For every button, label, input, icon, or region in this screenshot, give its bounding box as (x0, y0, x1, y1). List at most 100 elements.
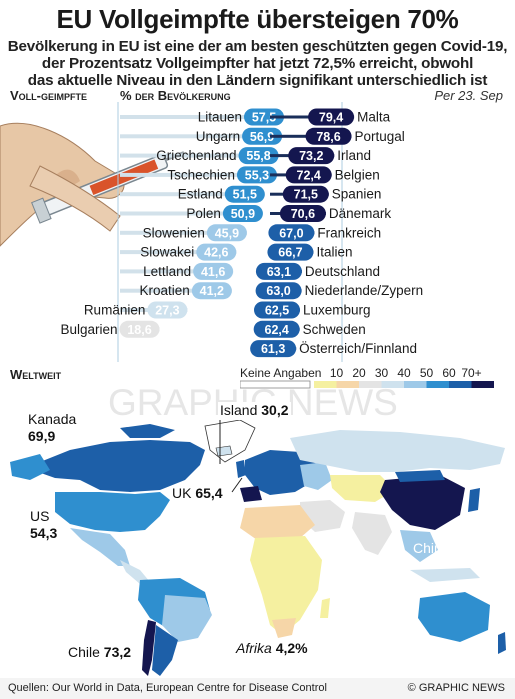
eu-value-pill (267, 243, 314, 261)
map-eastern-europe (300, 462, 332, 490)
legend-swatch-no-data (240, 380, 311, 389)
map-canada (38, 440, 205, 492)
eu-bar-left (120, 153, 279, 158)
footer-source: Quellen: Our World in Data, European Cen… (8, 682, 327, 694)
eu-country-label: Ungarn (196, 129, 240, 144)
eu-value-label: 61,3 (261, 342, 285, 356)
eu-value-pill (255, 282, 302, 300)
eu-value-label: 79,4 (319, 111, 343, 125)
callout-china-name: China (413, 540, 450, 556)
callout-island-value: 30,2 (261, 402, 289, 418)
eu-country-label: Deutschland (305, 264, 380, 279)
eu-value-pill (191, 282, 232, 300)
eu-value-pill (308, 108, 355, 126)
callout-africa: Afrika 4,2% (236, 640, 308, 656)
eu-country-label: Portugal (355, 129, 405, 144)
eu-value-pill (279, 205, 326, 222)
map-southeast-asia (400, 530, 438, 562)
eu-value-label: 18,6 (127, 323, 151, 337)
eu-value-label: 41,6 (201, 265, 225, 279)
legend-tick-label: 60 (442, 366, 456, 380)
eu-value-pill (255, 262, 302, 280)
eu-bar-left (120, 192, 265, 197)
eu-value-pill (236, 166, 277, 184)
eu-value-pill (242, 127, 283, 145)
eu-bar-left (120, 230, 247, 235)
callout-africa-value: 4,2% (275, 640, 308, 656)
map-chile (142, 620, 156, 676)
legend-swatch (404, 381, 427, 388)
eu-country-label: Polen (186, 206, 221, 221)
world-section-label: Weltweit (10, 367, 62, 382)
map-iberia (240, 486, 262, 502)
eu-bar-left (120, 211, 263, 216)
subtitle-line-1: Bevölkerung in EU ist eine der am besten… (7, 38, 508, 55)
map-china (380, 475, 465, 530)
legend-tick-label: 30 (375, 366, 389, 380)
eu-country-label: Slowenien (143, 225, 205, 240)
map-central-asia (330, 475, 395, 502)
eu-value-pill (288, 147, 335, 165)
eu-bar-left (120, 250, 237, 255)
legend-tick-label: 20 (352, 366, 366, 380)
eu-value-label: 27,3 (155, 304, 179, 318)
callout-uk-value: 65,4 (195, 485, 223, 501)
legend-swatch (426, 381, 449, 388)
legend-swatch (359, 381, 382, 388)
page-title: EU Vollgeimpfte übersteigen 70% (56, 4, 459, 34)
eu-value-label: 63,1 (267, 265, 291, 279)
eu-country-label: Litauen (198, 110, 242, 125)
eu-country-label: Rumänien (84, 303, 146, 318)
callout-island-name: Island (220, 402, 258, 418)
eu-country-label: Tschechien (167, 167, 235, 182)
callout-chile-name: Chile (68, 644, 100, 660)
eu-country-label: Irland (337, 148, 371, 163)
eu-value-pill (244, 108, 284, 126)
eu-value-pill (224, 185, 265, 203)
eu-value-pill (250, 340, 297, 358)
eu-country-label: Griechenland (156, 148, 236, 163)
eu-value-pill (305, 127, 352, 145)
eu-value-pill (147, 301, 188, 319)
eu-value-label: 55,8 (246, 149, 270, 163)
map-iceland (215, 445, 233, 457)
eu-value-label: 78,6 (316, 130, 340, 144)
eu-bar-left (120, 115, 284, 119)
eu-country-label: Bulgarien (60, 322, 117, 337)
footer-copyright: © GRAPHIC NEWS (407, 682, 505, 694)
eu-country-label: Belgien (335, 167, 380, 182)
eu-value-pill (285, 166, 332, 184)
eu-bar-left (120, 172, 277, 177)
map-africa-north (240, 505, 315, 542)
legend-swatch (471, 381, 494, 388)
eu-value-pill (196, 243, 237, 261)
map-australia (418, 592, 490, 642)
legend-swatch (314, 381, 337, 388)
eu-value-label: 62,5 (265, 304, 289, 318)
eu-value-label: 66,7 (278, 246, 302, 260)
eu-country-label: Spanien (332, 187, 382, 202)
eu-value-pill (282, 185, 329, 203)
eu-country-label: Österreich/Finnland (299, 341, 417, 356)
map-alaska (10, 454, 50, 480)
callout-us-value: 54,3 (30, 525, 58, 541)
subtitle-line-3: das aktuelle Niveau in den Ländern signi… (27, 72, 488, 89)
map-africa (250, 536, 322, 635)
legend-tick-label: 10 (330, 366, 344, 380)
eu-value-label: 51,5 (233, 188, 257, 202)
eu-country-label: Kroatien (140, 283, 190, 298)
eu-country-label: Luxemburg (303, 303, 371, 318)
header-left-label: Voll-geimpfte (10, 88, 87, 103)
eu-country-label: Schweden (303, 322, 366, 337)
eu-country-label: Dänemark (329, 206, 392, 221)
eu-bar-chart: 57,5 Litauen 56,9 Ungarn 55,8 Griechenland 55,… (60, 102, 423, 362)
eu-value-pill (238, 147, 279, 165)
header-date: Per 23. Sep (434, 88, 503, 103)
eu-country-label: Estland (178, 187, 223, 202)
map-europe (245, 450, 318, 495)
map-usa (55, 492, 170, 532)
map-indonesia (410, 568, 480, 582)
callout-island: Island 30,2 (218, 402, 291, 418)
eu-value-pill (119, 320, 160, 338)
legend-tick-label: 50 (420, 366, 434, 380)
